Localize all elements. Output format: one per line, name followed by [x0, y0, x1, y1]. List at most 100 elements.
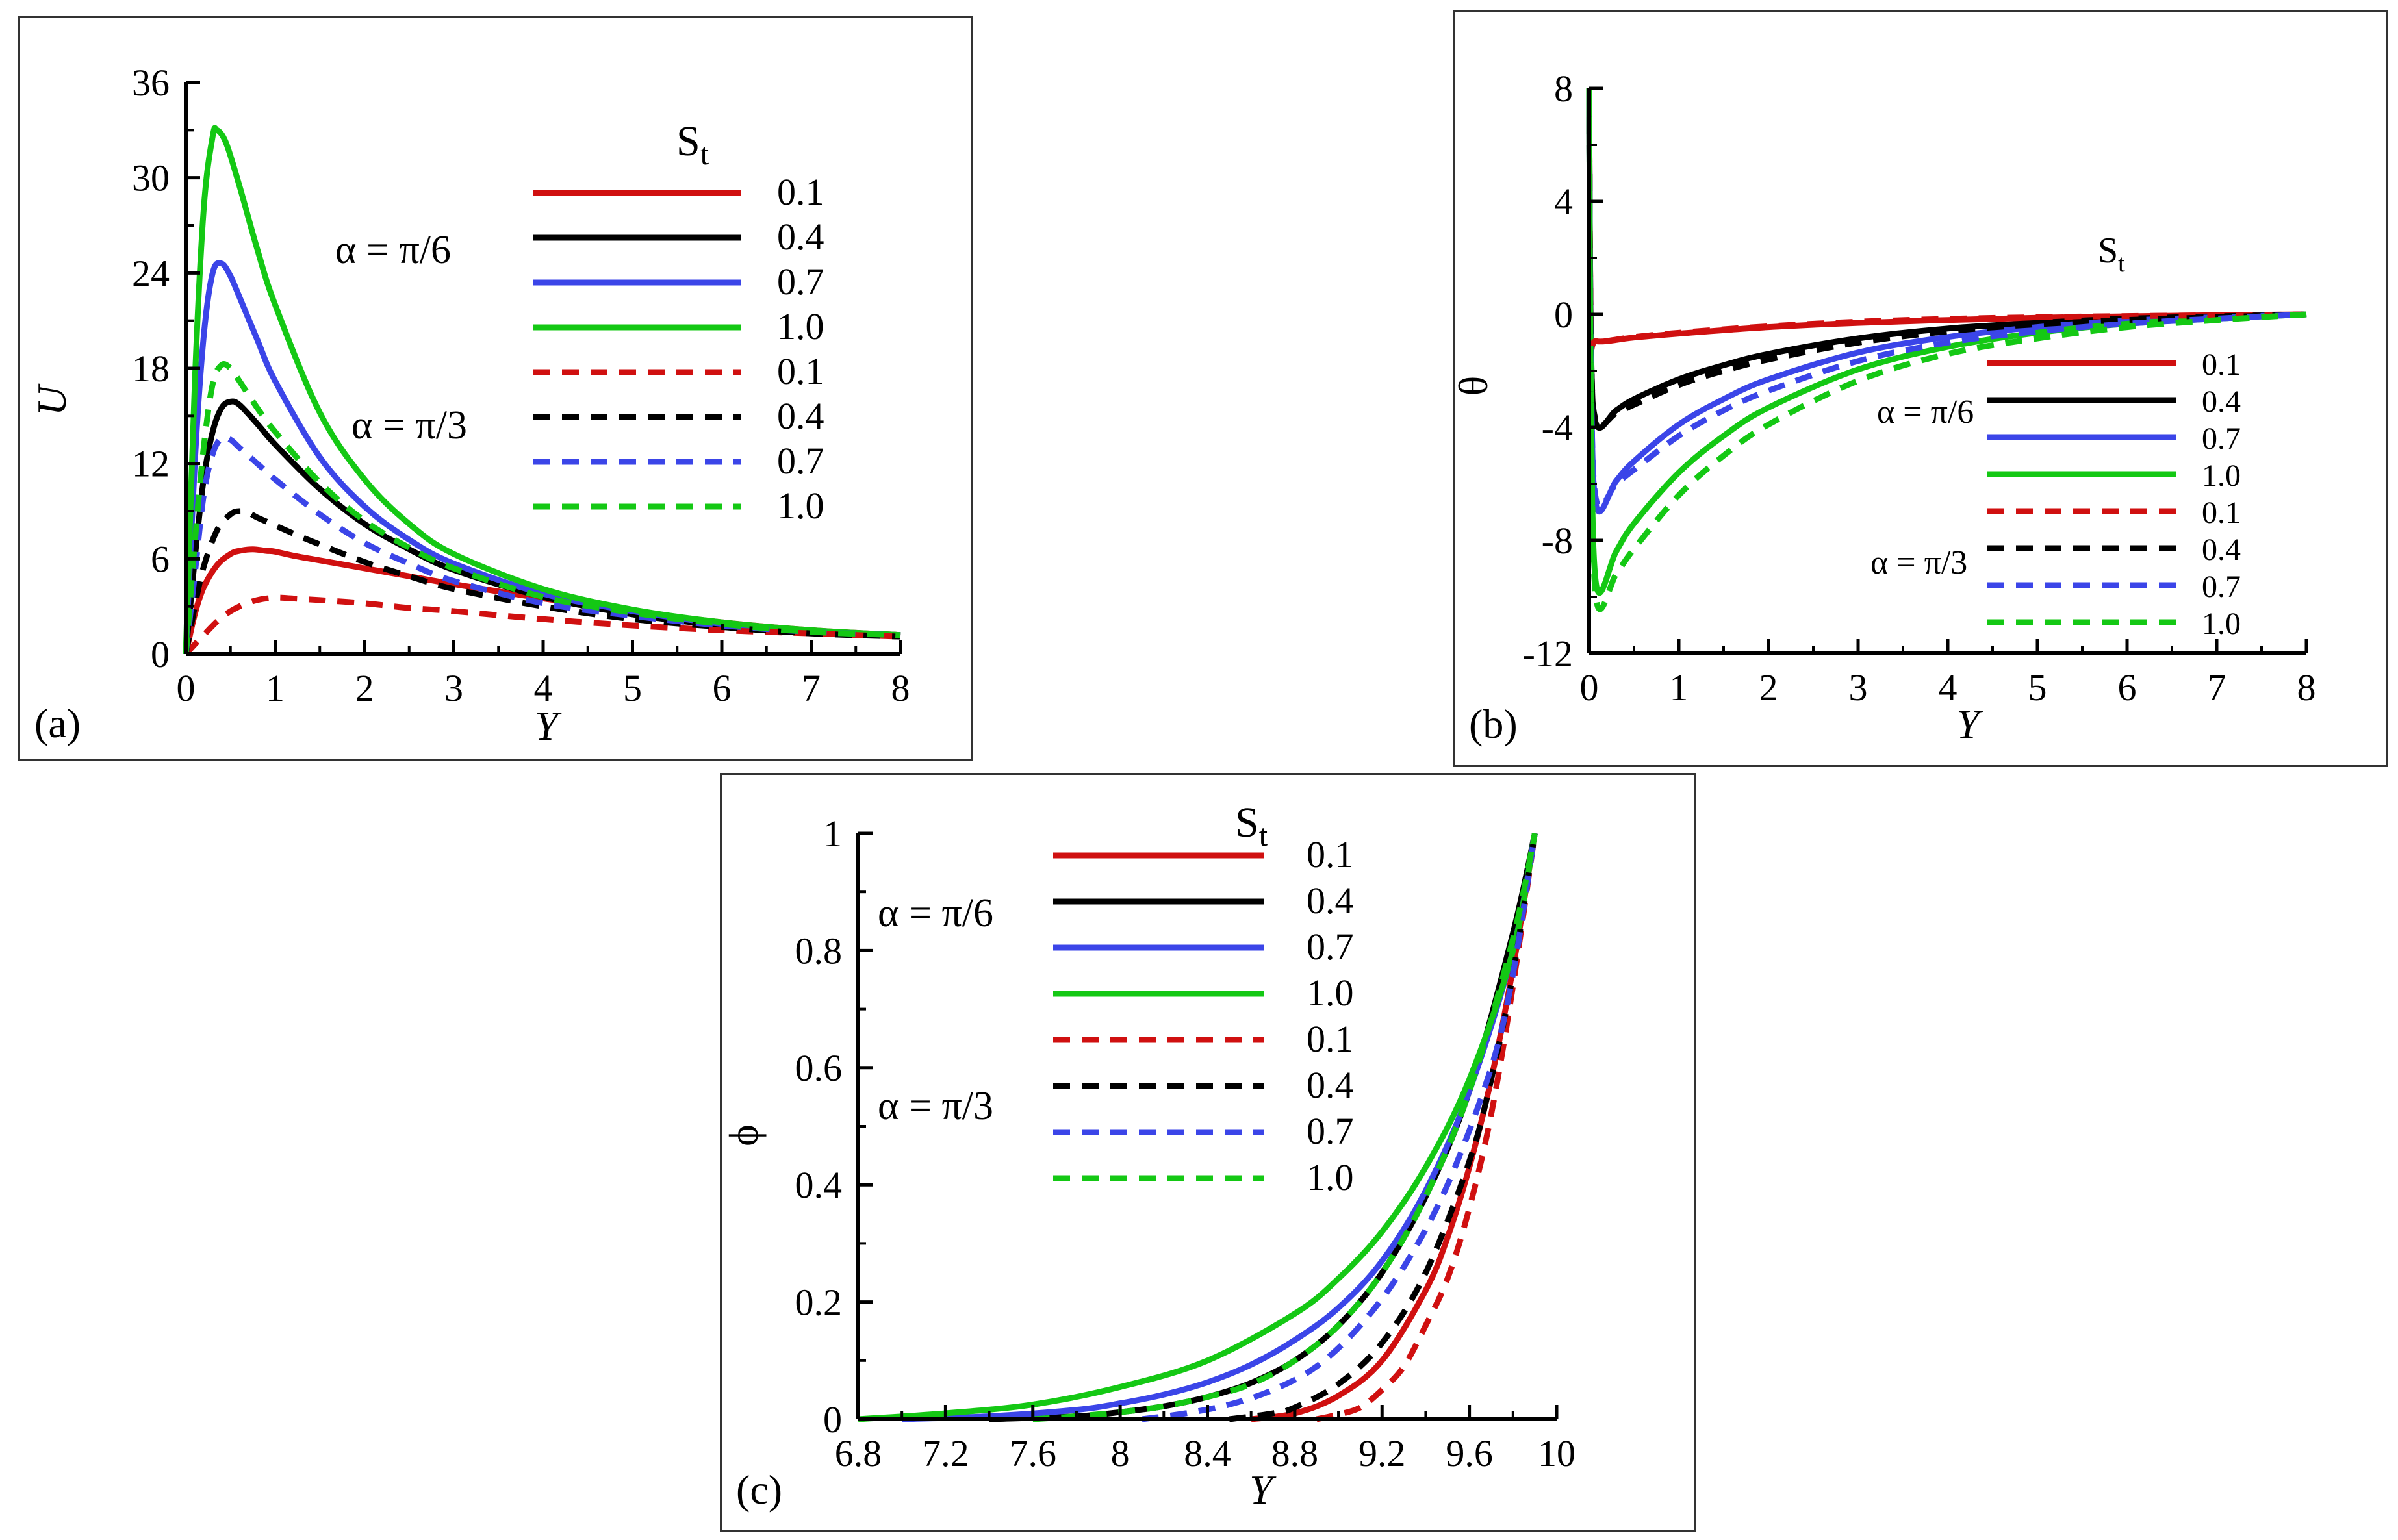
chart-a-series-8-line	[183, 361, 901, 655]
chart-b-x-tick-label: 1	[1670, 666, 1689, 709]
chart-c-series-1-line	[1251, 833, 1538, 1422]
chart-c-panel-label: (c)	[736, 1467, 782, 1513]
chart-c-legend-value-6: 0.4	[1307, 1064, 1354, 1106]
chart-b-y-tick-label: -12	[1523, 633, 1573, 675]
chart-b-legend-value-3: 0.7	[2202, 422, 2241, 456]
chart-c-x-tick-label: 7.2	[922, 1432, 969, 1474]
chart-a-legend-title-sub: t	[700, 137, 709, 171]
chart-a-panel-label: (a)	[34, 700, 81, 746]
chart-c-legend-group-pi6: α = π/6	[878, 891, 993, 935]
chart-a-legend-value-7: 0.7	[777, 440, 824, 482]
chart-c-x-tick-label: 6.8	[835, 1432, 882, 1474]
chart-a-legend-value-3: 0.7	[777, 260, 824, 303]
chart-b-x-tick-label: 4	[1939, 666, 1958, 709]
chart-a-y-tick-label: 30	[132, 157, 170, 199]
chart-a-legend-value-2: 0.4	[777, 216, 824, 258]
chart-b-series-1-line	[1586, 88, 2307, 354]
chart-c-y-tick-label: 1	[823, 813, 842, 855]
chart-c-legend-value-3: 0.7	[1307, 926, 1354, 968]
chart-c-y-tick-label: 0.2	[795, 1281, 843, 1324]
chart-b-x-axis-label: Y	[1956, 701, 1983, 747]
chart-c-series-8-line	[1032, 833, 1538, 1422]
chart-a-y-axis-label: U	[29, 383, 75, 416]
chart-c-x-tick-label: 8.8	[1271, 1432, 1319, 1474]
chart-c-legend-title-sub: t	[1259, 818, 1268, 853]
chart-a-legend-group-pi3: α = π/3	[351, 403, 467, 448]
chart-c-x-axis-label: Y	[1249, 1467, 1277, 1513]
chart-b-legend-value-2: 0.4	[2202, 385, 2241, 419]
chart-a-y-tick-label: 36	[132, 62, 170, 104]
chart-b-series-8-line	[1586, 88, 2307, 612]
chart-panel-a: 0 1 2 3 4 5 6 7 8 0 6 12 18 24 30 36 Y U (a) St 0.1 0.4 0.7 1.0…	[18, 16, 973, 761]
chart-a-x-tick-label: 0	[177, 667, 196, 709]
chart-b-y-axis-label: θ	[1455, 376, 1496, 396]
chart-c-x-tick-label: 9.6	[1446, 1432, 1493, 1474]
chart-c-legend-value-2: 0.4	[1307, 879, 1354, 922]
chart-b-x-tick-label: 5	[2028, 666, 2047, 709]
chart-a-x-tick-label: 2	[355, 667, 374, 709]
chart-c-legend-value-8: 1.0	[1307, 1156, 1354, 1198]
chart-c-series-3-line	[902, 833, 1538, 1422]
chart-b-x-tick-label: 8	[2297, 666, 2316, 709]
chart-c-x-tick-label: 7.6	[1010, 1432, 1057, 1474]
chart-a-y-tick-label: 6	[151, 538, 170, 580]
chart-b-x-tick-label: 7	[2208, 666, 2226, 709]
chart-c-series-7-line	[1142, 833, 1538, 1422]
chart-b-x-tick-label: 0	[1580, 666, 1599, 709]
chart-c-legend-value-7: 0.7	[1307, 1110, 1354, 1152]
chart-c-legend-value-1: 0.1	[1307, 833, 1354, 876]
chart-b-x-tick-label: 2	[1759, 666, 1778, 709]
chart-c-svg: 6.8 7.2 7.6 8 8.4 8.8 9.2 9.6 10 0 0.2 0.4 0.6 0.8 1 Yϕ…	[722, 799, 1575, 1513]
chart-b-series-7-line	[1586, 88, 2307, 510]
chart-b-legend-group-pi6: α = π/6	[1877, 394, 1974, 431]
chart-a-legend-value-5: 0.1	[777, 350, 824, 392]
chart-b-x-tick-label: 6	[2118, 666, 2137, 709]
chart-c-y-tick-label: 0.6	[795, 1047, 843, 1089]
chart-a-x-tick-label: 6	[713, 667, 732, 709]
chart-b-legend-value-5: 0.1	[2202, 496, 2241, 530]
chart-b-y-tick-label: 0	[1554, 294, 1573, 336]
chart-b-series-3-line	[1586, 88, 2307, 515]
chart-a-y-tick-label: 0	[151, 633, 170, 675]
chart-a-x-tick-label: 7	[802, 667, 821, 709]
chart-b-series-5-line	[1586, 88, 2307, 354]
chart-c-series-6-line	[1229, 833, 1538, 1422]
chart-b-panel-label: (b)	[1469, 701, 1518, 747]
chart-a-legend-value-6: 0.4	[777, 395, 824, 437]
chart-c-y-tick-label: 0	[823, 1398, 842, 1441]
chart-a-series-1-line	[183, 546, 901, 655]
chart-b-legend-title: St	[2098, 231, 2125, 277]
chart-b-y-tick-label: 4	[1554, 181, 1573, 223]
chart-a-x-axis-label: Y	[535, 703, 562, 749]
chart-c-y-tick-label: 0.4	[795, 1164, 843, 1206]
chart-b-legend-value-6: 0.4	[2202, 533, 2241, 567]
chart-a-x-tick-label: 8	[891, 667, 910, 709]
chart-a-legend-title: St	[676, 118, 709, 171]
chart-b-legend-value-4: 1.0	[2202, 459, 2241, 493]
chart-a-legend-value-4: 1.0	[777, 305, 824, 347]
chart-b-y-tick-label: -4	[1542, 407, 1573, 449]
chart-a-series-5-line	[183, 594, 901, 657]
chart-a-y-tick-label: 18	[132, 347, 170, 390]
chart-a-svg: 0 1 2 3 4 5 6 7 8061218243036YU(a)St0.10.40.71.0…	[29, 62, 910, 749]
chart-c-x-tick-label: 9.2	[1358, 1432, 1406, 1474]
chart-c-legend-value-4: 1.0	[1307, 972, 1354, 1014]
chart-c-x-tick-label: 8.4	[1184, 1432, 1231, 1474]
chart-a-x-tick-label: 5	[623, 667, 642, 709]
chart-a-y-tick-label: 12	[132, 443, 170, 485]
chart-b-legend-value-8: 1.0	[2202, 607, 2241, 641]
chart-c-legend-group-pi3: α = π/3	[878, 1084, 993, 1128]
chart-c-x-tick-label: 8	[1111, 1432, 1130, 1474]
chart-c-y-axis-label: ϕ	[722, 1124, 767, 1146]
chart-b-y-tick-label: 8	[1554, 68, 1573, 110]
chart-b-series-2-line	[1586, 88, 2307, 431]
chart-b-x-tick-label: 3	[1849, 666, 1868, 709]
chart-b-y-tick-label: -8	[1542, 520, 1573, 562]
chart-b-legend-value-1: 0.1	[2202, 347, 2241, 382]
chart-a-x-tick-label: 1	[266, 667, 285, 709]
chart-b-svg: 0 1 2 3 4 5 6 7 8-12-8-4048Yθ(b)St0.10.40.71.00.…	[1455, 68, 2316, 747]
chart-b-legend-value-7: 0.7	[2202, 570, 2241, 604]
chart-c-legend-title: St	[1235, 799, 1268, 853]
